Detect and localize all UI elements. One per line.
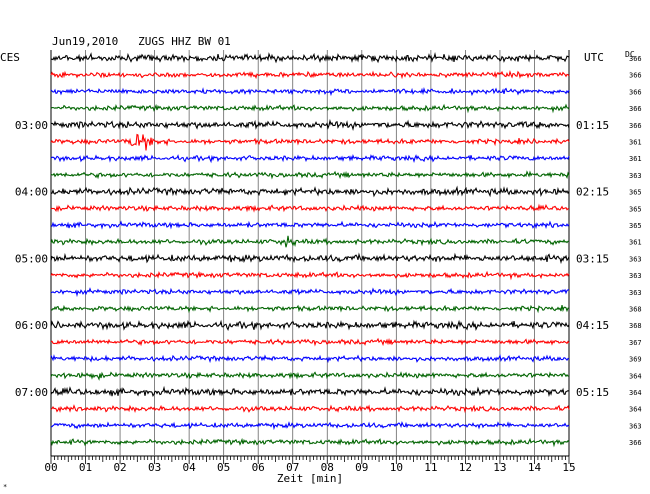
right-axis-label: UTC <box>584 51 604 64</box>
dc-value: 365 <box>629 189 642 197</box>
dc-value: 366 <box>629 88 642 96</box>
dc-value: 363 <box>629 422 642 430</box>
dc-value: 366 <box>629 105 642 113</box>
dc-value: 368 <box>629 306 642 314</box>
x-tick-label: 07 <box>286 461 299 474</box>
trace-line <box>50 304 570 314</box>
dc-value: 363 <box>629 272 642 280</box>
x-tick-label: 03 <box>148 461 161 474</box>
x-tick-label: 04 <box>183 461 197 474</box>
x-tick-label: 15 <box>562 461 575 474</box>
dc-value: 361 <box>629 139 642 147</box>
dc-value: 364 <box>629 389 642 397</box>
trace-line <box>50 70 570 80</box>
dc-value: 363 <box>629 255 642 263</box>
x-axis: 00 01 02 03 04 05 06 07 08 09 10 11 12 13 14 15 <box>44 456 576 474</box>
dc-value: 363 <box>629 172 642 180</box>
trace-line <box>50 420 570 431</box>
trace-line <box>50 404 570 414</box>
right-time-label: 03:15 <box>576 252 609 265</box>
trace-line <box>50 220 570 230</box>
trace-line <box>50 270 570 281</box>
trace-line <box>50 437 570 448</box>
traces <box>50 51 570 448</box>
trace-line <box>50 86 570 97</box>
x-tick-label: 09 <box>355 461 368 474</box>
trace-line <box>50 235 570 248</box>
dc-value: 365 <box>629 222 642 230</box>
trace-line <box>50 203 570 213</box>
x-tick-label: 01 <box>79 461 92 474</box>
trace-line <box>50 385 570 398</box>
dc-value: 361 <box>629 155 642 163</box>
left-time-label: 06:00 <box>15 319 48 332</box>
dc-value: 361 <box>629 239 642 247</box>
right-time-label: 02:15 <box>576 186 609 199</box>
x-tick-label: 02 <box>113 461 126 474</box>
trace-line <box>50 103 570 114</box>
time-labels: 366 366 366 366 366 361 361 363 365 365 365 361 363 3… <box>15 55 642 447</box>
trace-line <box>50 354 570 364</box>
left-time-label: 04:00 <box>15 186 48 199</box>
trace-line <box>50 185 570 198</box>
right-time-label: 05:15 <box>576 386 609 399</box>
trace-line <box>50 154 570 164</box>
x-tick-label: 14 <box>528 461 542 474</box>
x-tick-label: 13 <box>493 461 506 474</box>
x-axis-label: Zeit [min] <box>277 472 343 485</box>
dc-value: 368 <box>629 322 642 330</box>
trace-line <box>50 319 570 332</box>
dc-value: 366 <box>629 439 642 447</box>
trace-line <box>50 371 570 381</box>
trace-line <box>50 51 570 64</box>
x-tick-label: 08 <box>321 461 334 474</box>
grid <box>50 50 570 457</box>
trace-line <box>50 337 570 347</box>
trace-line <box>50 118 570 131</box>
trace-line <box>50 133 570 151</box>
footnote: * <box>3 483 7 491</box>
dc-value: 365 <box>629 205 642 213</box>
trace-line <box>50 287 570 298</box>
dc-value: 367 <box>629 339 642 347</box>
dc-label: DC <box>625 50 635 59</box>
left-time-label: 05:00 <box>15 252 48 265</box>
x-tick-label: 06 <box>252 461 265 474</box>
x-tick-label: 10 <box>390 461 403 474</box>
dc-value: 369 <box>629 356 642 364</box>
x-tick-label: 05 <box>217 461 230 474</box>
dc-value: 366 <box>629 122 642 130</box>
dc-value: 364 <box>629 372 642 380</box>
trace-line <box>50 170 570 180</box>
right-time-label: 01:15 <box>576 119 609 132</box>
x-tick-label: 12 <box>459 461 472 474</box>
left-time-label: 07:00 <box>15 386 48 399</box>
x-tick-label: 00 <box>44 461 57 474</box>
dc-value: 366 <box>629 72 642 80</box>
dc-value: 366 <box>629 55 642 63</box>
chart-title: Jun19,2010 ZUGS HHZ BW 01 <box>52 35 231 48</box>
right-time-label: 04:15 <box>576 319 609 332</box>
dc-value: 363 <box>629 289 642 297</box>
left-time-label: 03:00 <box>15 119 48 132</box>
dc-value: 364 <box>629 406 642 414</box>
left-axis-label: CES <box>0 51 20 64</box>
trace-line <box>50 252 570 265</box>
x-tick-label: 11 <box>424 461 437 474</box>
